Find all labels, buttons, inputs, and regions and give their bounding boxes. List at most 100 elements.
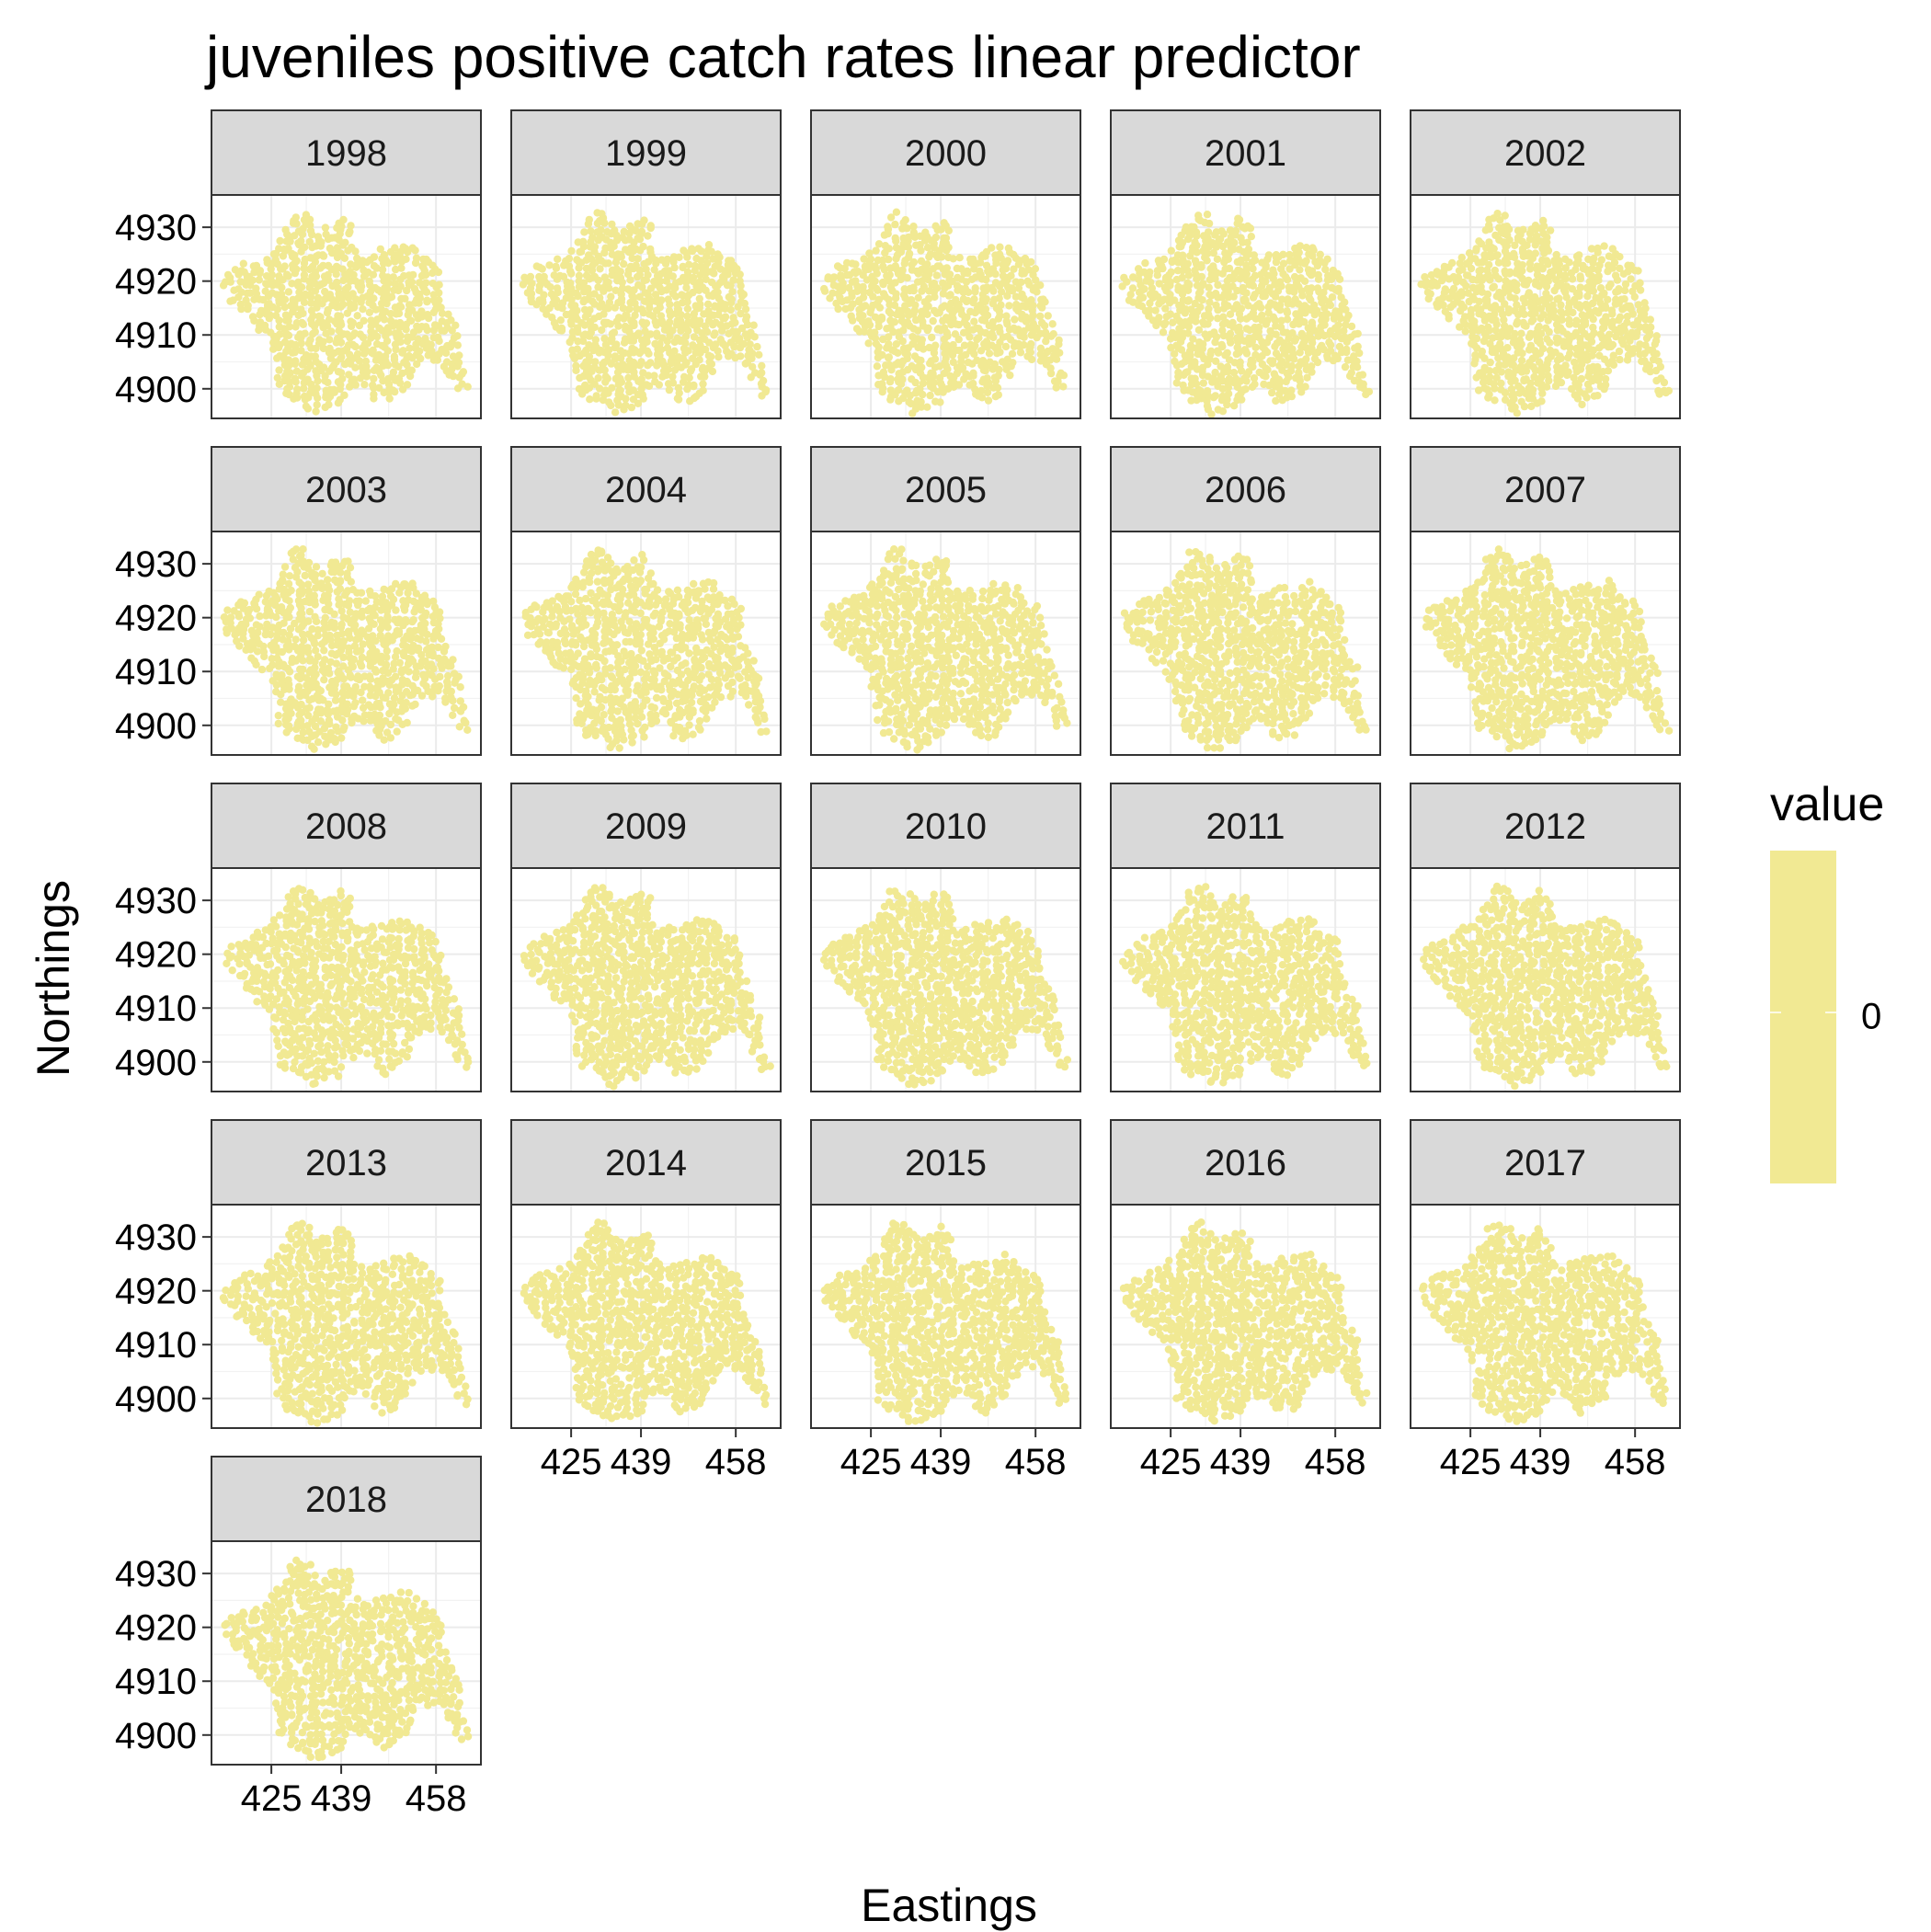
data-point <box>455 673 463 680</box>
data-point <box>560 273 567 280</box>
data-point <box>996 244 1003 251</box>
data-point <box>401 295 408 303</box>
data-point <box>1288 329 1296 337</box>
data-point <box>377 632 384 639</box>
data-point <box>988 244 995 251</box>
data-point <box>422 610 429 617</box>
data-point <box>755 351 762 359</box>
data-point <box>1320 295 1328 303</box>
data-point <box>403 678 410 685</box>
data-point <box>714 250 721 257</box>
data-point <box>297 701 304 708</box>
data-point <box>304 580 312 588</box>
data-point <box>657 296 665 303</box>
data-point <box>743 313 750 320</box>
data-point <box>1236 216 1243 223</box>
data-point <box>935 262 943 269</box>
data-point <box>391 244 398 251</box>
data-point <box>297 305 304 313</box>
data-point <box>460 368 467 375</box>
data-point <box>918 363 925 371</box>
data-point <box>1272 397 1279 405</box>
data-point <box>1485 238 1492 246</box>
data-point <box>1615 285 1622 292</box>
data-point <box>1491 283 1498 291</box>
data-point <box>434 334 441 341</box>
data-point <box>265 588 272 595</box>
data-point <box>1609 341 1617 349</box>
data-point <box>1184 329 1192 337</box>
data-point <box>1248 233 1255 240</box>
data-point <box>396 319 404 326</box>
data-point <box>275 720 282 727</box>
data-point <box>586 395 593 403</box>
data-point <box>1464 272 1471 280</box>
data-point <box>414 336 421 343</box>
data-point <box>690 382 697 389</box>
data-point <box>402 245 409 252</box>
data-point <box>1583 301 1590 308</box>
data-point <box>360 317 367 325</box>
data-point <box>302 572 309 579</box>
data-point <box>1212 302 1219 309</box>
data-point <box>1002 313 1010 320</box>
data-point <box>293 368 301 375</box>
data-point <box>598 210 605 217</box>
data-point <box>1487 359 1494 366</box>
data-point <box>291 357 299 364</box>
data-point <box>1300 318 1308 326</box>
data-point <box>1245 246 1252 253</box>
data-point <box>1491 245 1498 252</box>
data-point <box>303 211 310 218</box>
data-point <box>1224 363 1231 371</box>
data-point <box>317 705 325 713</box>
data-point <box>630 359 637 366</box>
data-point <box>369 382 376 389</box>
data-point <box>1011 315 1018 323</box>
data-point <box>287 369 294 376</box>
data-point <box>874 362 881 370</box>
data-point <box>1448 259 1456 267</box>
data-point <box>969 380 977 387</box>
data-point <box>579 238 587 246</box>
data-point <box>898 267 906 274</box>
data-point <box>372 364 380 372</box>
data-point <box>1620 295 1628 303</box>
data-point <box>653 694 660 702</box>
data-point <box>552 263 559 270</box>
facet-2004: 2004 <box>511 447 781 755</box>
data-point <box>359 696 366 703</box>
data-point <box>1237 234 1244 242</box>
data-point <box>1503 223 1511 230</box>
data-point <box>617 716 624 724</box>
data-point <box>1636 280 1643 287</box>
data-point <box>444 311 451 318</box>
data-point <box>383 661 390 669</box>
data-point <box>332 558 339 566</box>
data-point <box>1627 303 1634 310</box>
data-point <box>616 744 623 751</box>
data-point <box>1343 346 1350 353</box>
data-point <box>340 392 348 399</box>
data-point <box>1198 296 1205 303</box>
data-point <box>317 695 325 703</box>
data-point <box>352 683 360 691</box>
data-point <box>1120 274 1127 281</box>
data-point <box>591 358 599 365</box>
data-point <box>1020 341 1027 349</box>
data-point <box>598 703 605 711</box>
data-point <box>1502 211 1509 219</box>
data-point <box>1005 245 1012 252</box>
data-point <box>423 297 430 304</box>
data-point <box>995 391 1002 398</box>
data-point <box>860 255 867 262</box>
data-point <box>1318 342 1325 349</box>
data-point <box>728 295 736 303</box>
data-point <box>1578 375 1585 383</box>
facet-strip-label: 1998 <box>305 133 387 174</box>
data-point <box>546 283 554 291</box>
data-point <box>1458 254 1466 261</box>
data-point <box>626 223 634 230</box>
